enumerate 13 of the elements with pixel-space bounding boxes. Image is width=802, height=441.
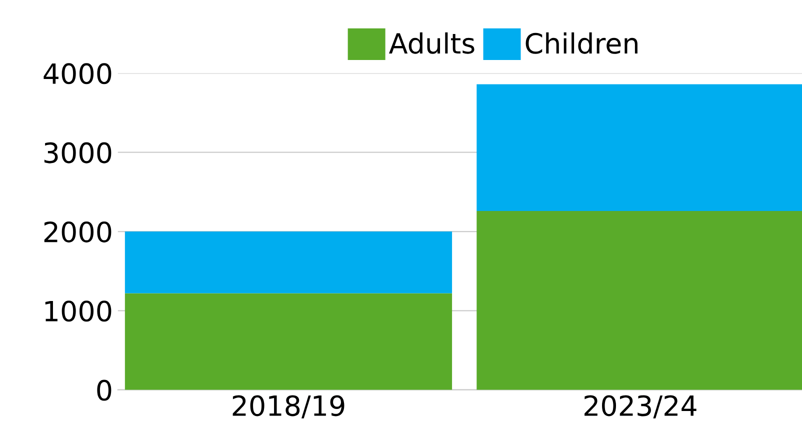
y-tick-label: 4000 [44,63,112,84]
bar [476,84,802,211]
x-tick-label: 2018/19 [232,395,344,418]
legend-label: Children [526,32,638,54]
bar [124,293,452,390]
bar [476,210,802,390]
y-tick-label: 1000 [45,300,112,322]
x-tick-label: 2023/24 [584,395,696,418]
y-tick-label: 2000 [44,221,112,242]
bar [124,232,452,294]
y-tick-label: 0 [97,380,112,401]
y-tick-label: 3000 [44,142,112,164]
legend-label: Adults [389,32,474,54]
